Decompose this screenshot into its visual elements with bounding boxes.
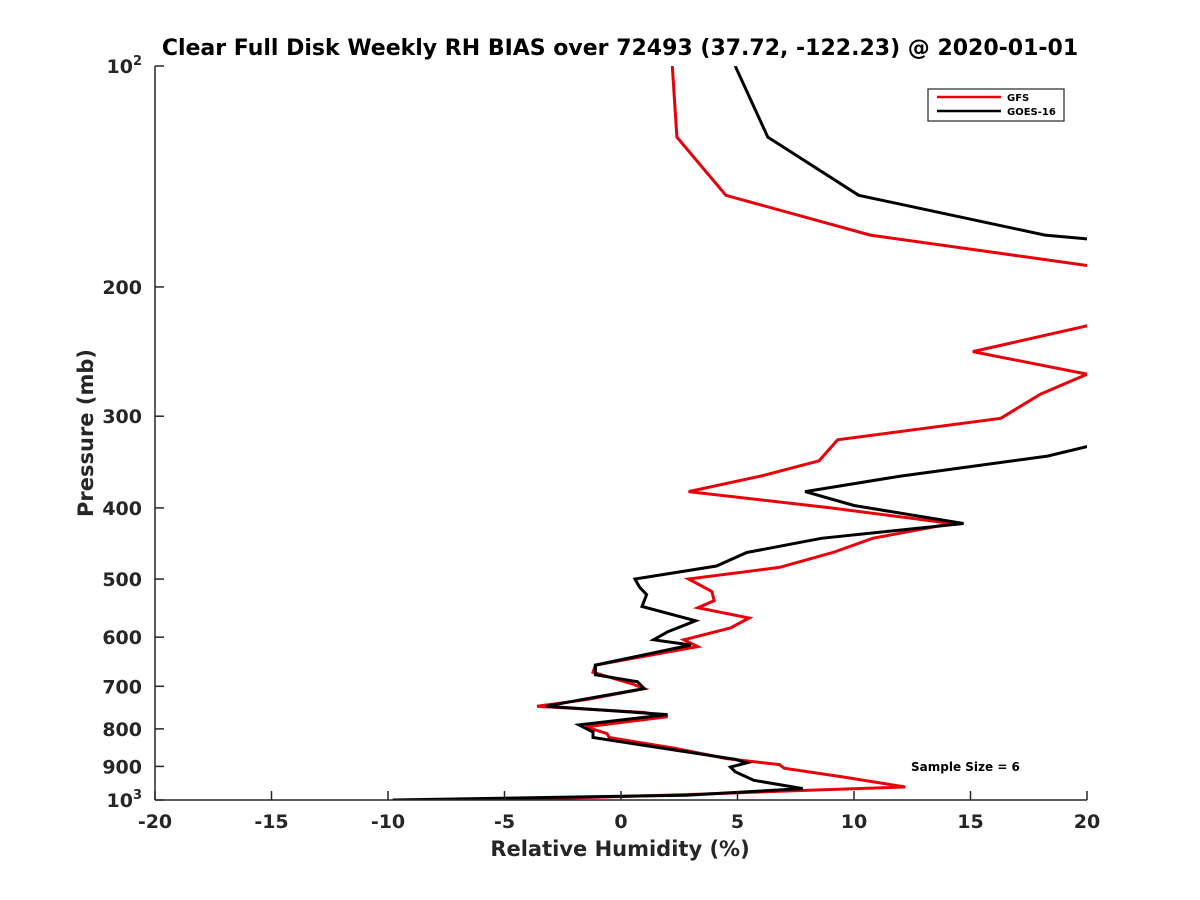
x-axis-label: Relative Humidity (%) bbox=[490, 837, 749, 861]
x-tick-label: -5 bbox=[494, 811, 515, 833]
x-tick-label: 0 bbox=[614, 811, 627, 833]
x-tick-label: 10 bbox=[841, 811, 867, 833]
axes-frame bbox=[154, 66, 1087, 801]
legend-label-goes16: GOES-16 bbox=[1007, 107, 1056, 118]
x-ticks: -20 -15 -10 -5 0 5 10 15 20 bbox=[138, 791, 1100, 833]
x-tick-label: -10 bbox=[371, 811, 405, 833]
sample-size-annotation: Sample Size = 6 bbox=[911, 760, 1020, 774]
y-tick-label: 400 bbox=[102, 498, 142, 520]
chart-title: Clear Full Disk Weekly RH BIAS over 7249… bbox=[162, 36, 1078, 61]
series-line-goes16 bbox=[392, 66, 1087, 800]
y-tick-label: 900 bbox=[102, 756, 142, 778]
legend-label-gfs: GFS bbox=[1007, 93, 1029, 104]
x-tick-label: -20 bbox=[138, 811, 172, 833]
y-tick-label: 600 bbox=[102, 627, 142, 649]
x-tick-label: -15 bbox=[254, 811, 288, 833]
x-tick-label: 20 bbox=[1074, 811, 1100, 833]
y-tick-label: 103 bbox=[107, 788, 143, 812]
y-tick-label: 700 bbox=[102, 676, 142, 698]
y-tick-label: 200 bbox=[102, 277, 142, 299]
series-layer bbox=[392, 66, 1087, 800]
legend: GFS GOES-16 bbox=[927, 88, 1065, 122]
x-tick-label: 15 bbox=[957, 811, 983, 833]
y-tick-label: 800 bbox=[102, 719, 142, 741]
y-tick-label: 500 bbox=[102, 569, 142, 591]
y-tick-label: 102 bbox=[107, 54, 143, 78]
x-tick-label: 5 bbox=[731, 811, 744, 833]
y-axis-label: Pressure (mb) bbox=[74, 349, 98, 517]
series-line-gfs bbox=[499, 66, 1087, 800]
legend-box bbox=[927, 88, 1065, 122]
y-ticks: 102 200 300 400 500 600 700 800 900 103 bbox=[102, 54, 164, 812]
y-tick-label: 300 bbox=[102, 406, 142, 428]
